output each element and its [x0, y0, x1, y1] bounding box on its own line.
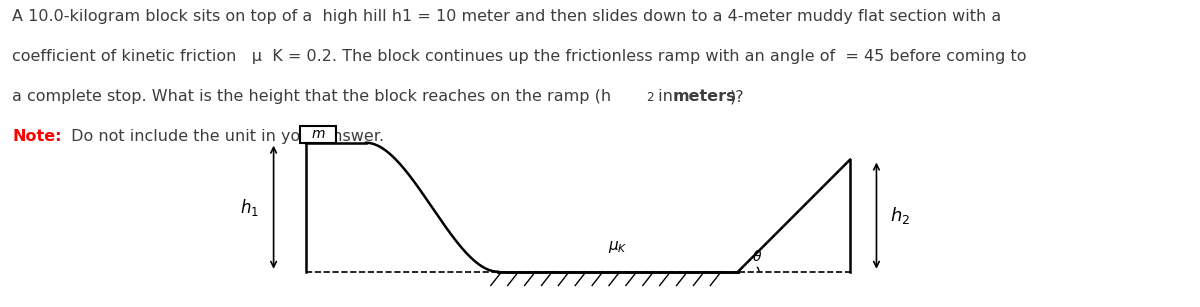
Text: A 10.0-kilogram block sits on top of a  high hill h1 = 10 meter and then slides : A 10.0-kilogram block sits on top of a h… [12, 9, 1001, 24]
Text: $h_2$: $h_2$ [890, 205, 911, 226]
Text: m: m [311, 127, 325, 141]
Text: $\theta$: $\theta$ [752, 249, 763, 264]
Text: 2: 2 [646, 91, 654, 103]
Text: Do not include the unit in your answer.: Do not include the unit in your answer. [66, 129, 384, 144]
Text: in: in [653, 89, 678, 104]
Text: meters: meters [673, 89, 737, 104]
Text: $h_1$: $h_1$ [240, 197, 259, 218]
Bar [300, 126, 336, 143]
Text: )?: )? [730, 89, 744, 104]
Text: Note:: Note: [12, 129, 61, 144]
Text: $\mu_K$: $\mu_K$ [608, 239, 628, 255]
Text: coefficient of kinetic friction   μ  K = 0.2. The block continues up the frictio: coefficient of kinetic friction μ K = 0.… [12, 49, 1026, 64]
Text: a complete stop. What is the height that the block reaches on the ramp (h: a complete stop. What is the height that… [12, 89, 611, 104]
